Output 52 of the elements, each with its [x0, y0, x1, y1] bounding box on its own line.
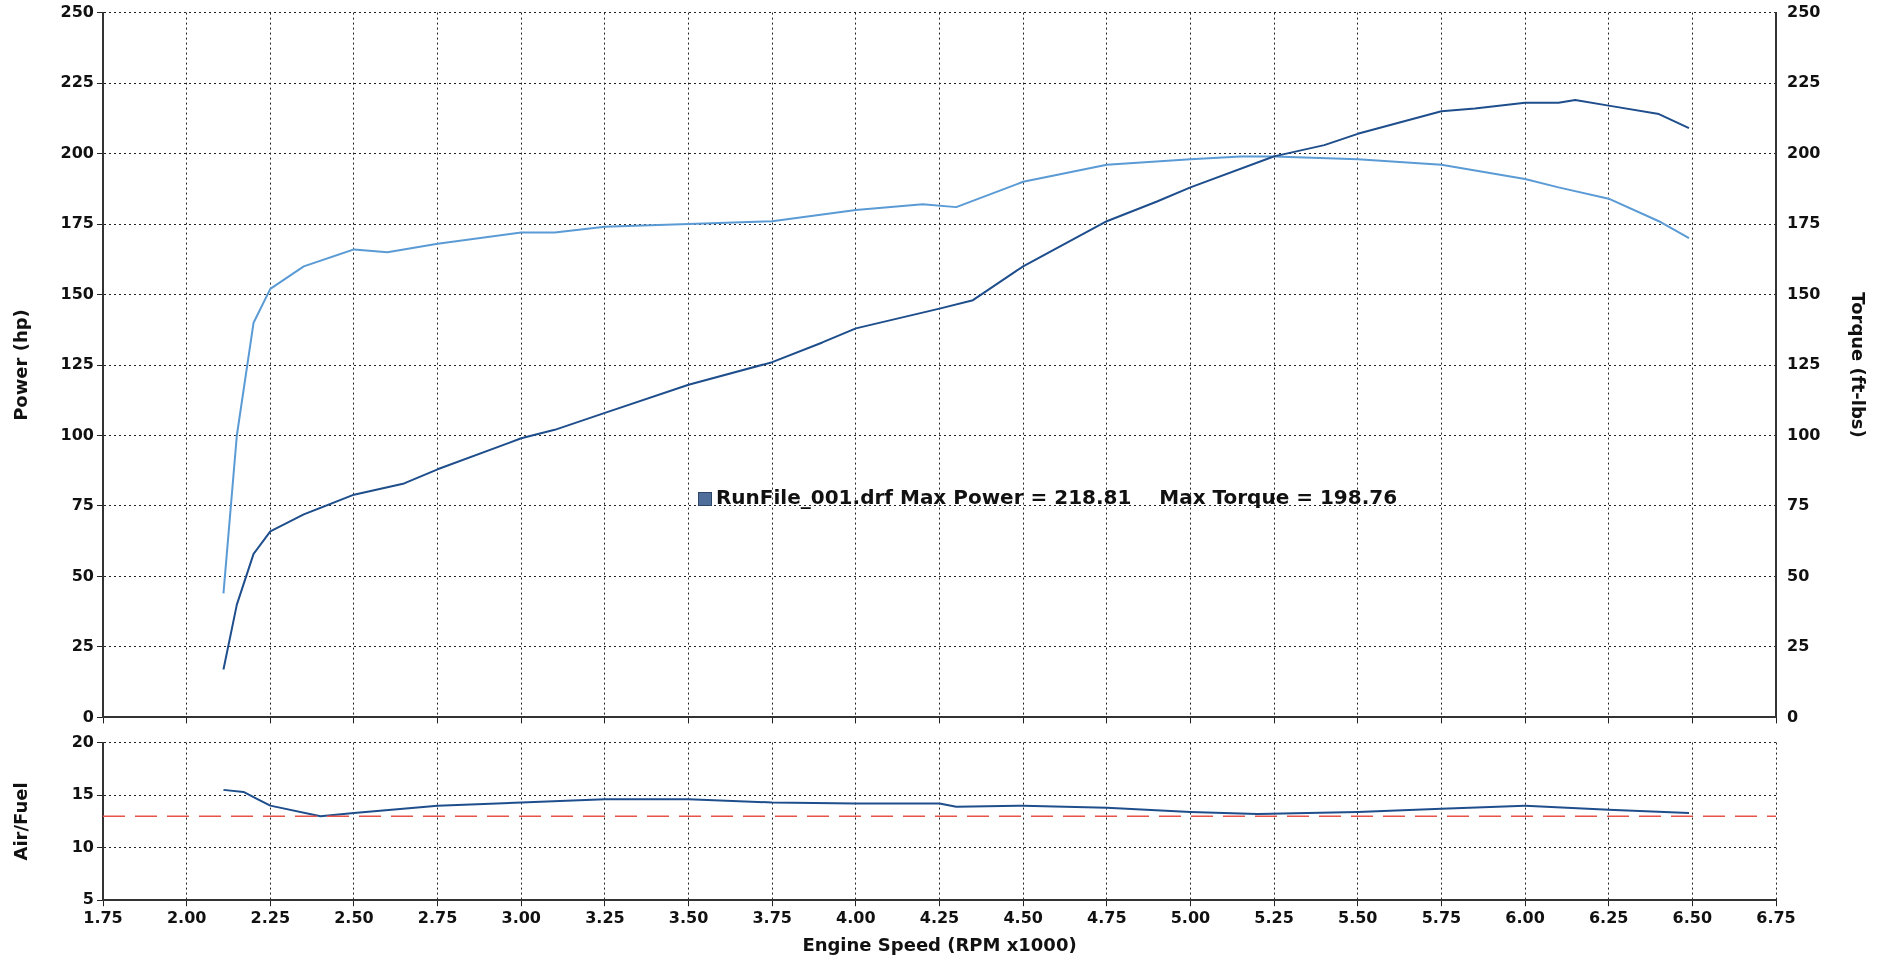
- y-tick-label: 200: [60, 142, 94, 162]
- y2-tick-label: 150: [1787, 283, 1821, 303]
- x-tick-label: 5.75: [1421, 907, 1462, 927]
- x-tick-label: 2.00: [166, 907, 207, 927]
- x-tick-label: 2.50: [334, 907, 374, 927]
- x-tick-label: 6.25: [1588, 907, 1629, 927]
- y2-tick-label: 250: [1787, 1, 1821, 21]
- y2-tick-label: 200: [1787, 142, 1821, 162]
- y-tick-label: 125: [60, 354, 94, 374]
- y-axis-title: Air/Fuel: [10, 782, 32, 861]
- x-tick-label: 5.00: [1170, 907, 1211, 927]
- annotation: RunFile_001.drf Max Power = 218.81 Max Torque = 198.76: [715, 485, 1398, 510]
- y-tick-label: 5: [82, 889, 94, 909]
- y2-tick-label: 100: [1787, 424, 1821, 444]
- x-tick-label: 3.00: [501, 907, 541, 927]
- y2-tick-label: 25: [1787, 636, 1810, 656]
- y-tick-label: 175: [60, 213, 94, 233]
- y2-tick-label: 175: [1787, 213, 1821, 233]
- y-tick-label: 100: [60, 424, 94, 444]
- x-tick-label: 6.50: [1672, 907, 1713, 927]
- x-tick-label: 5.25: [1254, 907, 1294, 927]
- y-tick-label: 0: [82, 706, 94, 726]
- y-tick-label: 250: [60, 1, 94, 21]
- y2-tick-label: 0: [1787, 706, 1799, 726]
- y2-tick-label: 50: [1787, 565, 1810, 585]
- x-tick-label: 4.00: [836, 907, 876, 927]
- y-tick-label: 225: [60, 72, 94, 92]
- x-tick-label: 2.75: [417, 907, 458, 927]
- x-tick-label: 3.25: [585, 907, 625, 927]
- x-tick-label: 3.75: [752, 907, 792, 927]
- y-tick-label: 150: [60, 283, 94, 303]
- x-tick-label: 5.50: [1338, 907, 1378, 927]
- y-tick-label: 15: [71, 784, 94, 804]
- x-tick-label: 3.50: [668, 907, 709, 927]
- x-tick-label: 1.75: [83, 907, 123, 927]
- x-tick-label: 6.75: [1756, 907, 1796, 927]
- y-tick-label: 10: [71, 836, 94, 856]
- x-tick-label: 4.25: [919, 907, 960, 927]
- y-tick-label: 20: [71, 731, 94, 751]
- x-tick-label: 2.25: [250, 907, 291, 927]
- y2-tick-label: 75: [1787, 495, 1810, 515]
- x-tick-label: 6.00: [1505, 907, 1545, 927]
- y2-axis-title: Torque (ft-lbs): [1847, 292, 1869, 438]
- y-tick-label: 25: [71, 636, 94, 656]
- y-tick-label: 50: [71, 565, 94, 585]
- y2-tick-label: 125: [1787, 354, 1821, 374]
- x-axis-title: Engine Speed (RPM x1000): [802, 933, 1077, 955]
- x-tick-label: 4.50: [1003, 907, 1043, 927]
- y-axis-title: Power (hp): [10, 309, 32, 421]
- x-tick-label: 4.75: [1087, 907, 1127, 927]
- y-tick-label: 75: [71, 495, 94, 515]
- y2-tick-label: 225: [1787, 72, 1821, 92]
